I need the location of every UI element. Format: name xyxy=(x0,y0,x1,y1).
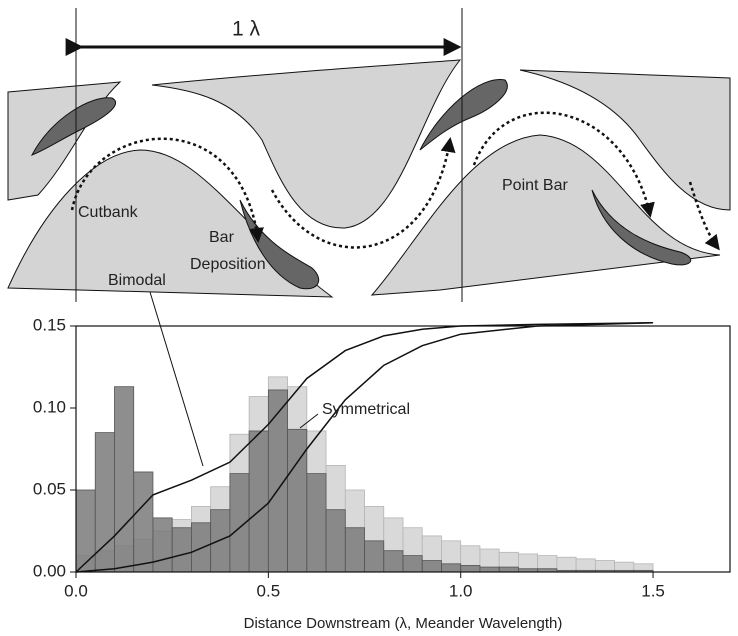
cumulative-curve xyxy=(75,321,654,573)
deposition xyxy=(419,79,508,151)
wavelength-label: 1 λ xyxy=(232,18,261,41)
bar xyxy=(114,386,135,573)
meander-diagram: 1 λ Cutbank Bar Deposition Point Bar xyxy=(7,8,731,302)
y-tick-label: 0.00 xyxy=(33,561,66,580)
x-tick-label: 1.0 xyxy=(449,581,473,600)
bar xyxy=(325,509,346,573)
x-tick-label: 0.5 xyxy=(257,581,281,600)
bar xyxy=(460,565,481,573)
bar xyxy=(152,517,173,573)
bar xyxy=(479,566,500,573)
bar xyxy=(441,563,462,573)
bar xyxy=(498,566,519,573)
bank xyxy=(370,134,721,296)
x-tick-label: 0.0 xyxy=(64,581,88,600)
x-tick-label: 1.5 xyxy=(641,581,665,600)
bar xyxy=(133,471,154,573)
flow-arrow xyxy=(270,137,456,249)
bar xyxy=(364,540,385,573)
bar xyxy=(402,555,423,573)
deposition xyxy=(591,189,692,266)
bank xyxy=(519,69,731,211)
bank xyxy=(151,59,462,229)
diagram-label: Cutbank xyxy=(78,204,139,221)
bar xyxy=(75,489,96,573)
bar xyxy=(383,550,404,573)
bar xyxy=(306,473,327,573)
histogram-plot: 0.00 0.05 0.10 0.15 0.0 0.5 1.0 1.5 Bimodal Symme… xyxy=(33,272,731,600)
x-axis-label: Distance Downstream (λ, Meander Waveleng… xyxy=(244,615,563,632)
annotation: Bimodal xyxy=(108,272,166,289)
deposition xyxy=(239,199,320,290)
bar xyxy=(171,527,192,573)
bar xyxy=(556,556,577,573)
bar xyxy=(191,522,212,573)
y-tick-label: 0.10 xyxy=(33,397,66,416)
diagram-label: Bar xyxy=(209,229,235,246)
diagram-label: Point Bar xyxy=(502,177,568,194)
bar xyxy=(421,560,442,573)
flow-arrow xyxy=(688,181,720,251)
flow-arrow xyxy=(472,111,655,218)
annotation-leader xyxy=(149,291,204,467)
annotation: Symmetrical xyxy=(322,401,410,418)
deposition xyxy=(30,97,117,156)
flow-arrow xyxy=(70,137,264,243)
plot-frame xyxy=(75,325,731,573)
bar xyxy=(210,509,231,573)
bar xyxy=(248,430,269,573)
y-tick-label: 0.05 xyxy=(33,479,66,498)
diagram-label: Deposition xyxy=(190,256,266,273)
annotation-leader xyxy=(299,413,319,429)
y-tick-label: 0.15 xyxy=(33,315,66,334)
bar xyxy=(344,527,365,573)
bar xyxy=(287,428,308,573)
